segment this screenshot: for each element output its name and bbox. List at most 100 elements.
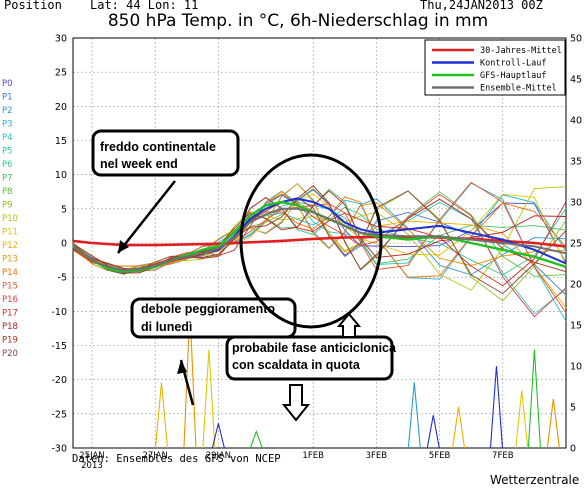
member-legend-p5: P5 bbox=[2, 147, 13, 157]
annotation-cold: freddo continentale nel week end bbox=[91, 129, 240, 254]
precip-spike bbox=[515, 390, 529, 449]
precipitation-bars bbox=[154, 308, 560, 449]
precip-spike bbox=[426, 415, 440, 449]
member-legend-p13: P13 bbox=[2, 255, 18, 265]
y-left-tick-label: 0 bbox=[61, 239, 67, 250]
legend-label: Ensemble-Mittel bbox=[480, 84, 557, 94]
member-legend-p18: P18 bbox=[2, 322, 18, 332]
y-left-tick-label: 20 bbox=[55, 102, 67, 113]
position-label: Position bbox=[4, 0, 62, 12]
y-right-tick-label: 20 bbox=[570, 280, 582, 291]
arrow-down-outline bbox=[281, 384, 311, 422]
y-right-tick-label: 0 bbox=[570, 444, 576, 455]
chart-title: 850 hPa Temp. in °C, 6h-Niederschlag in … bbox=[108, 11, 488, 31]
member-legend-p1: P1 bbox=[2, 93, 13, 103]
annotation-text-cold-2: nel week end bbox=[100, 157, 178, 171]
member-legend-p2: P2 bbox=[2, 106, 13, 116]
x-tick-year-label: 2013 bbox=[81, 461, 103, 471]
precip-spike bbox=[407, 382, 421, 449]
series-line-ensemble-mittel bbox=[72, 207, 567, 272]
member-legend-p3: P3 bbox=[2, 120, 13, 130]
x-axis: 25JAN 27JAN 29JAN 1FEB 3FEB 5FEB 7FEB 2013 bbox=[79, 451, 513, 471]
member-legend-p9: P9 bbox=[2, 201, 13, 211]
y-right-tick-label: 30 bbox=[570, 198, 582, 209]
series-line-30-jahres-mittel bbox=[72, 235, 567, 248]
y-left-tick-label: -10 bbox=[51, 307, 67, 318]
member-legend-p16: P16 bbox=[2, 295, 18, 305]
run-label: Thu,24JAN2013 00Z bbox=[420, 0, 543, 12]
arrow-cold bbox=[117, 180, 176, 254]
annotation-box-anticyclone bbox=[225, 335, 394, 381]
arrow-cold-head bbox=[118, 240, 129, 253]
member-legend-p20: P20 bbox=[2, 349, 18, 359]
y-left-tick-label: 30 bbox=[55, 34, 67, 45]
main-series bbox=[72, 197, 567, 273]
precip-spike bbox=[527, 349, 541, 449]
y-left-tick-label: 15 bbox=[55, 136, 67, 147]
x-tick-label: 5FEB bbox=[429, 451, 451, 461]
y-right-tick-label: 25 bbox=[570, 239, 582, 250]
precip-spike bbox=[202, 349, 216, 449]
precip-spike bbox=[211, 423, 225, 449]
y-left-tick-label: -5 bbox=[58, 273, 67, 284]
y-right-tick-label: 5 bbox=[570, 403, 576, 414]
member-legend-p17: P17 bbox=[2, 309, 18, 319]
member-legend-p12: P12 bbox=[2, 241, 18, 251]
y-right-tick-label: 40 bbox=[570, 116, 582, 127]
arrow-up-outline bbox=[336, 312, 362, 338]
annotation-box-weak bbox=[130, 297, 297, 339]
legend-label: 30-Jahres-Mittel bbox=[480, 46, 562, 56]
annotation-text-cold-1: freddo continentale bbox=[100, 140, 216, 154]
annotation-weak: debole peggioramento di lunedì bbox=[130, 297, 297, 406]
lat-lon-label: Lat: 44 Lon: 11 bbox=[90, 0, 198, 12]
member-legend-p15: P15 bbox=[2, 282, 18, 292]
annotation-text-anticyclone-1: probabile fase anticiclonica bbox=[232, 341, 397, 355]
member-legend: P0 P1 P2 P3 P4 P5 P6 P7 P8 P9 P10 P11 P12 P13 P14 P15 P1… bbox=[2, 79, 18, 359]
annotation-text-weak-1: debole peggioramento bbox=[141, 302, 275, 316]
precip-spike bbox=[452, 406, 466, 449]
member-legend-p4: P4 bbox=[2, 133, 13, 143]
member-legend-p8: P8 bbox=[2, 187, 13, 197]
member-legend-p10: P10 bbox=[2, 214, 18, 224]
member-legend-p19: P19 bbox=[2, 336, 18, 346]
x-tick-label: 7FEB bbox=[492, 451, 514, 461]
y-left-tick-label: 5 bbox=[61, 204, 67, 215]
y-left-tick-label: -30 bbox=[51, 444, 67, 455]
member-line-p13 bbox=[72, 191, 567, 271]
brand-label: Wetterzentrale bbox=[490, 473, 579, 487]
highlight-ellipse bbox=[239, 153, 383, 329]
member-line-p19 bbox=[72, 185, 567, 274]
y-left-tick-label: -20 bbox=[51, 375, 67, 386]
annotation-text-weak-2: di lunedì bbox=[141, 320, 192, 334]
member-legend-p0: P0 bbox=[2, 79, 13, 89]
y-right-tick-label: 50 bbox=[570, 34, 582, 45]
member-line-p0 bbox=[72, 188, 567, 271]
y-right-tick-label: 10 bbox=[570, 362, 582, 373]
x-tick-label: 29JAN bbox=[206, 451, 231, 461]
x-tick-label: 27JAN bbox=[142, 451, 167, 461]
legend-label: Kontroll-Lauf bbox=[480, 59, 547, 69]
member-legend-p11: P11 bbox=[2, 228, 18, 238]
y-left-tick-label: -25 bbox=[51, 409, 67, 420]
arrow-weak-head bbox=[177, 360, 187, 374]
member-legend-p14: P14 bbox=[2, 268, 18, 278]
y-left-tick-label: -15 bbox=[51, 341, 67, 352]
annotation-text-anticyclone-2: con scaldata in quota bbox=[232, 358, 361, 372]
x-tick-label: 25JAN bbox=[79, 451, 104, 461]
x-tick-label: 3FEB bbox=[366, 451, 388, 461]
annotation-anticyclone: probabile fase anticiclonica con scaldat… bbox=[225, 153, 397, 422]
y-right-tick-label: 45 bbox=[570, 75, 582, 86]
legend-label: GFS-Hauptlauf bbox=[480, 71, 547, 81]
annotation-box-cold bbox=[91, 129, 240, 177]
precip-spike bbox=[154, 382, 169, 449]
legend: 30-Jahres-Mittel Kontroll-Lauf GFS-Hauptla… bbox=[424, 39, 566, 96]
x-tick-label: 1FEB bbox=[302, 451, 324, 461]
member-line-p7 bbox=[72, 188, 567, 271]
y-axis-left: 30 25 20 15 10 5 0 -5 -10 -15 -20 -25 -30 bbox=[51, 34, 67, 455]
y-right-tick-label: 15 bbox=[570, 321, 582, 332]
member-legend-p6: P6 bbox=[2, 160, 13, 170]
precip-spike bbox=[489, 365, 504, 449]
precip-spike bbox=[546, 398, 560, 449]
